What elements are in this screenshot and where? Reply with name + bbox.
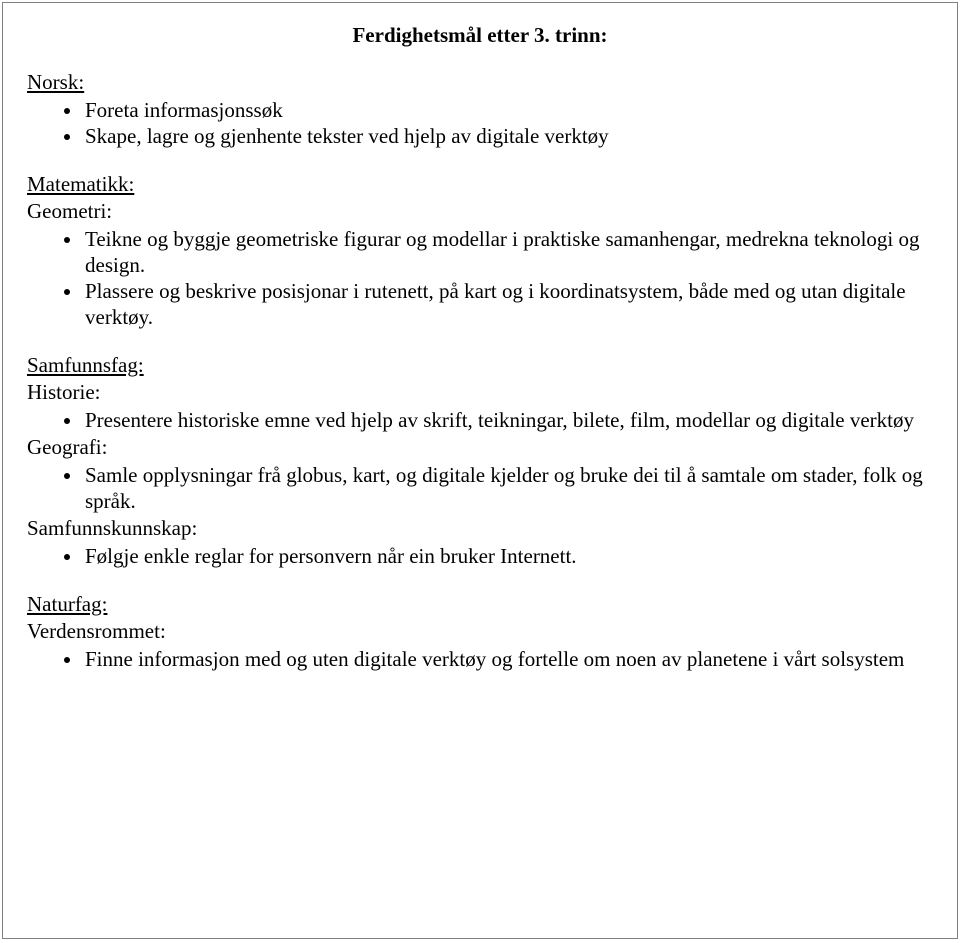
section-header-norsk: Norsk:	[27, 70, 933, 95]
section-header-samfunnsfag: Samfunnsfag:	[27, 353, 933, 378]
list-item: Plassere og beskrive posisjonar i rutene…	[83, 278, 933, 331]
section-header-naturfag: Naturfag:	[27, 592, 933, 617]
list-geometri: Teikne og byggje geometriske figurar og …	[83, 226, 933, 331]
list-geografi: Samle opplysningar frå globus, kart, og …	[83, 462, 933, 515]
subheader-historie: Historie:	[27, 380, 933, 405]
subheader-verdensrommet: Verdensrommet:	[27, 619, 933, 644]
document-page: Ferdighetsmål etter 3. trinn: Norsk: For…	[2, 2, 958, 939]
page-title: Ferdighetsmål etter 3. trinn:	[27, 23, 933, 48]
list-item: Samle opplysningar frå globus, kart, og …	[83, 462, 933, 515]
list-item: Foreta informasjonssøk	[83, 97, 933, 123]
list-verdensrommet: Finne informasjon med og uten digitale v…	[83, 646, 933, 672]
subheader-geografi: Geografi:	[27, 435, 933, 460]
list-item: Presentere historiske emne ved hjelp av …	[83, 407, 933, 433]
list-samfunnskunnskap: Følgje enkle reglar for personvern når e…	[83, 543, 933, 569]
section-header-matematikk: Matematikk:	[27, 172, 933, 197]
subheader-geometri: Geometri:	[27, 199, 933, 224]
list-item: Finne informasjon med og uten digitale v…	[83, 646, 933, 672]
subheader-samfunnskunnskap: Samfunnskunnskap:	[27, 516, 933, 541]
list-item: Følgje enkle reglar for personvern når e…	[83, 543, 933, 569]
list-item: Teikne og byggje geometriske figurar og …	[83, 226, 933, 279]
list-item: Skape, lagre og gjenhente tekster ved hj…	[83, 123, 933, 149]
list-historie: Presentere historiske emne ved hjelp av …	[83, 407, 933, 433]
list-norsk: Foreta informasjonssøk Skape, lagre og g…	[83, 97, 933, 150]
